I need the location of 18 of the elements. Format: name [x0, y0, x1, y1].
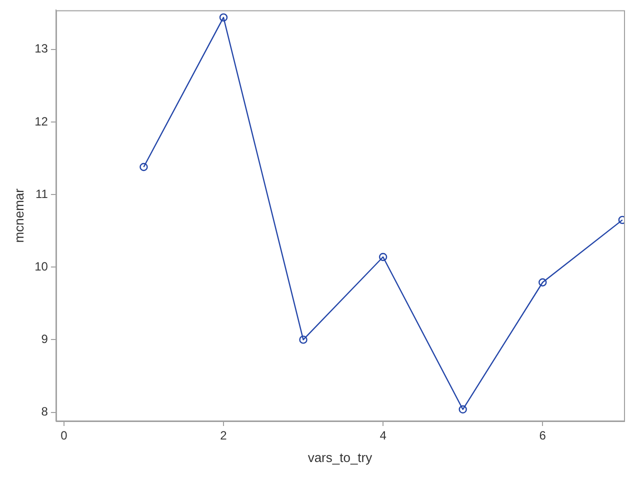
- point: [299, 336, 308, 344]
- x-tick-label: 2: [220, 428, 228, 443]
- y-tick-label: 13: [34, 42, 48, 56]
- y-tick-label: 12: [34, 114, 48, 128]
- x-tick-label: 4: [380, 428, 387, 443]
- y-tick-label: 8: [41, 404, 48, 419]
- point: [458, 405, 467, 414]
- y-tick-label: 11: [35, 186, 48, 201]
- point: [140, 162, 148, 172]
- x-tick-label: 0: [60, 428, 68, 443]
- y-tick-label: 9: [41, 332, 48, 346]
- point: [219, 13, 228, 22]
- x-axis-title: vars_to_try: [308, 450, 373, 465]
- y-axis-title: mcnemar: [11, 188, 26, 243]
- x-tick-label: 6: [539, 428, 546, 443]
- point: [538, 278, 547, 286]
- y-tick-label: 10: [34, 259, 48, 274]
- point: [378, 252, 388, 262]
